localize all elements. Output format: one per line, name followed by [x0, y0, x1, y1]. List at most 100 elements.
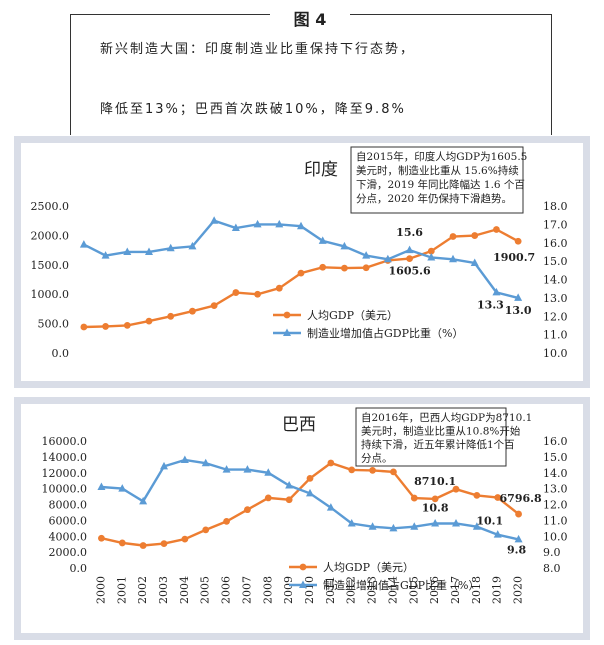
share-point — [306, 488, 314, 497]
header-line-2: 降低至13%；巴西首次跌破10%，降至9.8% — [100, 102, 406, 117]
share-point — [340, 241, 349, 250]
share-point — [472, 522, 481, 530]
x-axis-tick-label: 2009 — [282, 576, 295, 604]
share-point — [253, 219, 262, 228]
share-point — [160, 461, 168, 470]
gdp-point — [493, 226, 500, 233]
share-point — [101, 251, 110, 259]
share-point — [297, 221, 305, 230]
right-axis-tick-label: 9.0 — [543, 546, 561, 559]
gdp-point — [223, 518, 230, 525]
gdp-point — [319, 263, 327, 271]
gdp-point — [369, 466, 376, 474]
annotation-box — [355, 407, 507, 467]
share-point — [493, 530, 502, 538]
right-axis-tick-label: 11.0 — [543, 514, 568, 527]
gdp-point — [473, 491, 481, 499]
gdp-point — [102, 323, 109, 330]
legend-marker — [299, 580, 307, 588]
left-axis-tick-label: 2000.0 — [49, 546, 88, 559]
share-point — [285, 480, 294, 489]
gdp-point — [406, 255, 413, 262]
x-axis-tick-label: 2016 — [428, 576, 441, 604]
india-chart: 印度 0.0 500.0 1000.0 1500.0 2000.0 2500.0 10.0 11… — [31, 146, 568, 360]
share-point — [222, 465, 231, 473]
left-axis-tick-label: 1000.0 — [31, 288, 70, 301]
gdp-point — [167, 312, 175, 320]
share-point — [145, 247, 153, 255]
share-point — [410, 522, 419, 530]
left-axis-tick-label: 500.0 — [38, 318, 70, 331]
left-axis-tick-label: 0.0 — [70, 562, 88, 575]
data-label: 10.8 — [422, 502, 449, 515]
left-axis-tick-label: 4000.0 — [49, 530, 88, 543]
share-point — [118, 484, 127, 492]
share-point — [405, 245, 414, 254]
share-point — [275, 219, 284, 228]
share-point — [139, 496, 148, 505]
gdp-point — [306, 474, 314, 482]
annotation-text: 持续下滑，近五年累计降低1个百 — [361, 438, 515, 451]
left-axis-tick-label: 2000.0 — [31, 229, 70, 242]
chart-title: 巴西 — [282, 415, 316, 435]
share-point — [492, 287, 501, 296]
share-point — [97, 482, 106, 491]
share-point — [180, 455, 189, 464]
gdp-point — [390, 468, 397, 476]
data-label: 10.1 — [476, 515, 503, 528]
x-axis-tick-label: 2012 — [345, 576, 358, 604]
right-axis-tick-label: 13.0 — [543, 483, 568, 496]
gdp-point — [514, 237, 522, 245]
right-axis-tick-label: 12.0 — [543, 499, 568, 512]
gdp-point — [410, 494, 418, 502]
share-point — [326, 503, 335, 511]
x-axis-tick-label: 2008 — [261, 576, 274, 604]
share-point — [389, 523, 398, 532]
gdp-point — [202, 526, 210, 534]
gdp-point — [297, 269, 305, 277]
gdp-point — [210, 302, 218, 310]
share-point — [231, 223, 240, 232]
chart-title: 印度 — [304, 160, 338, 180]
right-axis-tick-label: 12.0 — [543, 310, 568, 323]
share-point — [79, 240, 88, 248]
share-point — [210, 216, 219, 224]
data-label: 6796.8 — [500, 492, 542, 505]
gdp-point — [452, 485, 460, 493]
x-axis-tick-label: 2013 — [366, 576, 379, 604]
left-axis-tick-label: 2500.0 — [31, 200, 70, 213]
share-point — [318, 236, 327, 244]
gdp-point — [327, 459, 335, 467]
share-point — [188, 241, 197, 250]
data-label: 8710.1 — [414, 475, 456, 488]
share-point — [470, 258, 479, 266]
annotation-text: 下滑，2019 年同比降幅达 1.6 个百 — [356, 178, 525, 191]
x-axis-tick-label: 2004 — [178, 576, 191, 604]
gdp-point — [98, 534, 105, 542]
india-chart-area: 印度 0.0 500.0 1000.0 1500.0 2000.0 2500.0 10.0 11… — [21, 143, 583, 381]
x-axis-tick-label: 2006 — [220, 576, 233, 604]
gdp-point — [341, 264, 348, 272]
x-axis-tick-label: 2000 — [94, 576, 107, 604]
gdp-point — [254, 290, 261, 298]
gdp-point — [181, 535, 189, 543]
right-axis-tick-label: 14.0 — [543, 274, 568, 287]
legend-marker — [283, 311, 291, 319]
share-point — [431, 519, 440, 527]
left-axis-tick-label: 10000.0 — [42, 483, 88, 496]
share-point — [427, 252, 436, 261]
right-axis-tick-label: 16.0 — [543, 237, 568, 250]
annotation-text: 自2015年，印度人均GDP为1605.5 — [356, 150, 527, 163]
figure-title: 图 4 — [270, 6, 350, 30]
gdp-point — [139, 542, 147, 549]
annotation-text: 分点，2020 年仍保持下滑趋势。 — [356, 192, 512, 205]
share-point — [514, 293, 523, 301]
x-axis-tick-label: 2020 — [512, 576, 525, 604]
annotation-box — [350, 146, 524, 214]
share-point — [383, 254, 392, 263]
share-point — [368, 522, 377, 530]
x-axis-tick-label: 2017 — [449, 576, 462, 604]
share-point — [452, 519, 460, 527]
legend-label: 制造业增加值占GDP比重（%） — [323, 578, 479, 592]
gdp-point — [427, 247, 435, 255]
